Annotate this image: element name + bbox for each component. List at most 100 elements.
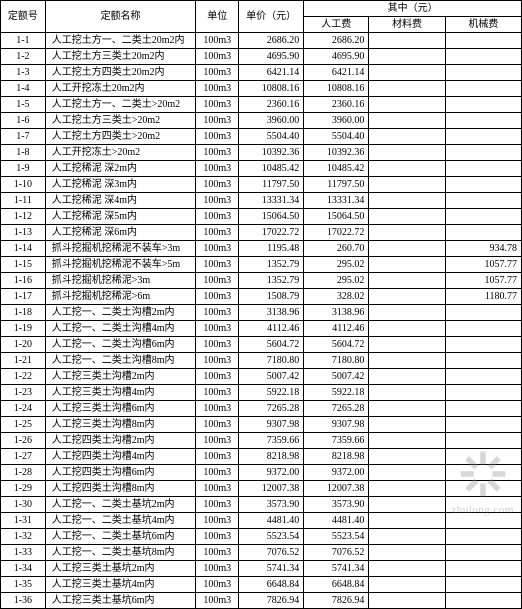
- cell-material: [369, 497, 445, 513]
- cell-machine: 1180.77: [445, 289, 521, 305]
- cell-name: 人工挖稀泥 深6m内: [45, 225, 196, 241]
- cell-machine: [445, 561, 521, 577]
- table-row: 1-31人工挖一、二类土基坑4m内100m34481.404481.40: [1, 513, 522, 529]
- cell-machine: [445, 49, 521, 65]
- cell-machine: [445, 513, 521, 529]
- cell-price: 15064.50: [239, 209, 304, 225]
- cell-name: 人工挖四类土沟槽4m内: [45, 449, 196, 465]
- header-machine: 机械费: [445, 17, 521, 33]
- cell-price: 7180.80: [239, 353, 304, 369]
- cell-id: 1-13: [1, 225, 46, 241]
- cell-material: [369, 33, 445, 49]
- cell-id: 1-33: [1, 545, 46, 561]
- cell-material: [369, 81, 445, 97]
- cell-labor: 6648.84: [304, 577, 369, 593]
- cell-price: 1352.79: [239, 257, 304, 273]
- cell-price: 12007.38: [239, 481, 304, 497]
- cell-labor: 5604.72: [304, 337, 369, 353]
- cell-material: [369, 97, 445, 113]
- cell-price: 2686.20: [239, 33, 304, 49]
- cell-labor: 15064.50: [304, 209, 369, 225]
- cell-price: 5007.42: [239, 369, 304, 385]
- cell-id: 1-29: [1, 481, 46, 497]
- cell-name: 人工挖一、二类土基坑2m内: [45, 497, 196, 513]
- table-row: 1-27人工挖四类土沟槽4m内100m38218.988218.98: [1, 449, 522, 465]
- cell-labor: 2686.20: [304, 33, 369, 49]
- cell-material: [369, 193, 445, 209]
- cell-unit: 100m3: [196, 417, 239, 433]
- cell-id: 1-17: [1, 289, 46, 305]
- cell-labor: 7180.80: [304, 353, 369, 369]
- table-row: 1-29人工挖四类土沟槽8m内100m312007.3812007.38: [1, 481, 522, 497]
- header-name: 定额名称: [45, 1, 196, 33]
- cell-material: [369, 273, 445, 289]
- cell-unit: 100m3: [196, 593, 239, 609]
- cell-labor: 7265.28: [304, 401, 369, 417]
- cell-machine: [445, 481, 521, 497]
- cell-unit: 100m3: [196, 465, 239, 481]
- cell-price: 3573.90: [239, 497, 304, 513]
- cell-unit: 100m3: [196, 193, 239, 209]
- cell-labor: 17022.72: [304, 225, 369, 241]
- cell-labor: 2360.16: [304, 97, 369, 113]
- cell-material: [369, 385, 445, 401]
- cell-labor: 8218.98: [304, 449, 369, 465]
- cell-labor: 10808.16: [304, 81, 369, 97]
- cell-price: 1195.48: [239, 241, 304, 257]
- cell-name: 人工挖一、二类土基坑4m内: [45, 513, 196, 529]
- cell-unit: 100m3: [196, 177, 239, 193]
- cell-id: 1-36: [1, 593, 46, 609]
- cell-material: [369, 513, 445, 529]
- cell-labor: 9307.98: [304, 417, 369, 433]
- cell-price: 7076.52: [239, 545, 304, 561]
- cell-name: 人工挖四类土沟槽2m内: [45, 433, 196, 449]
- cell-material: [369, 465, 445, 481]
- cell-machine: [445, 321, 521, 337]
- cell-id: 1-1: [1, 33, 46, 49]
- cell-machine: [445, 65, 521, 81]
- table-row: 1-12人工挖稀泥 深5m内100m315064.5015064.50: [1, 209, 522, 225]
- cell-material: [369, 561, 445, 577]
- cell-id: 1-23: [1, 385, 46, 401]
- cell-id: 1-35: [1, 577, 46, 593]
- cell-machine: [445, 577, 521, 593]
- table-row: 1-33人工挖一、二类土基坑8m内100m37076.527076.52: [1, 545, 522, 561]
- table-row: 1-34人工挖三类土基坑2m内100m35741.345741.34: [1, 561, 522, 577]
- table-row: 1-8人工开挖冻土>20m2100m310392.3610392.36: [1, 145, 522, 161]
- cell-id: 1-19: [1, 321, 46, 337]
- cell-id: 1-28: [1, 465, 46, 481]
- cell-name: 人工挖三类土沟槽6m内: [45, 401, 196, 417]
- header-unit: 单位: [196, 1, 239, 33]
- table-row: 1-4人工开挖冻土20m2内100m310808.1610808.16: [1, 81, 522, 97]
- cell-unit: 100m3: [196, 225, 239, 241]
- cell-unit: 100m3: [196, 113, 239, 129]
- cell-id: 1-2: [1, 49, 46, 65]
- cell-name: 人工挖土方四类土20m2内: [45, 65, 196, 81]
- cell-material: [369, 129, 445, 145]
- cell-unit: 100m3: [196, 241, 239, 257]
- cell-unit: 100m3: [196, 513, 239, 529]
- cell-machine: 934.78: [445, 241, 521, 257]
- cell-name: 人工挖一、二类土基坑8m内: [45, 545, 196, 561]
- cell-material: [369, 225, 445, 241]
- table-row: 1-28人工挖四类土沟槽6m内100m39372.009372.00: [1, 465, 522, 481]
- cell-labor: 7359.66: [304, 433, 369, 449]
- table-row: 1-16抓斗挖掘机挖稀泥>3m100m31352.79295.021057.77: [1, 273, 522, 289]
- cell-id: 1-10: [1, 177, 46, 193]
- cell-labor: 4112.46: [304, 321, 369, 337]
- cell-price: 5922.18: [239, 385, 304, 401]
- table-row: 1-21人工挖一、二类土沟槽8m内100m37180.807180.80: [1, 353, 522, 369]
- cell-name: 人工挖三类土基坑6m内: [45, 593, 196, 609]
- cell-unit: 100m3: [196, 161, 239, 177]
- cell-unit: 100m3: [196, 289, 239, 305]
- table-row: 1-2人工挖土方三类土20m2内100m34695.904695.90: [1, 49, 522, 65]
- cell-unit: 100m3: [196, 577, 239, 593]
- cell-unit: 100m3: [196, 369, 239, 385]
- cell-labor: 4695.90: [304, 49, 369, 65]
- table-row: 1-35人工挖三类土基坑4m内100m36648.846648.84: [1, 577, 522, 593]
- table-row: 1-22人工挖三类土沟槽2m内100m35007.425007.42: [1, 369, 522, 385]
- cell-price: 7265.28: [239, 401, 304, 417]
- cell-name: 人工挖土方一、二类土>20m2: [45, 97, 196, 113]
- cell-machine: [445, 193, 521, 209]
- cell-labor: 5007.42: [304, 369, 369, 385]
